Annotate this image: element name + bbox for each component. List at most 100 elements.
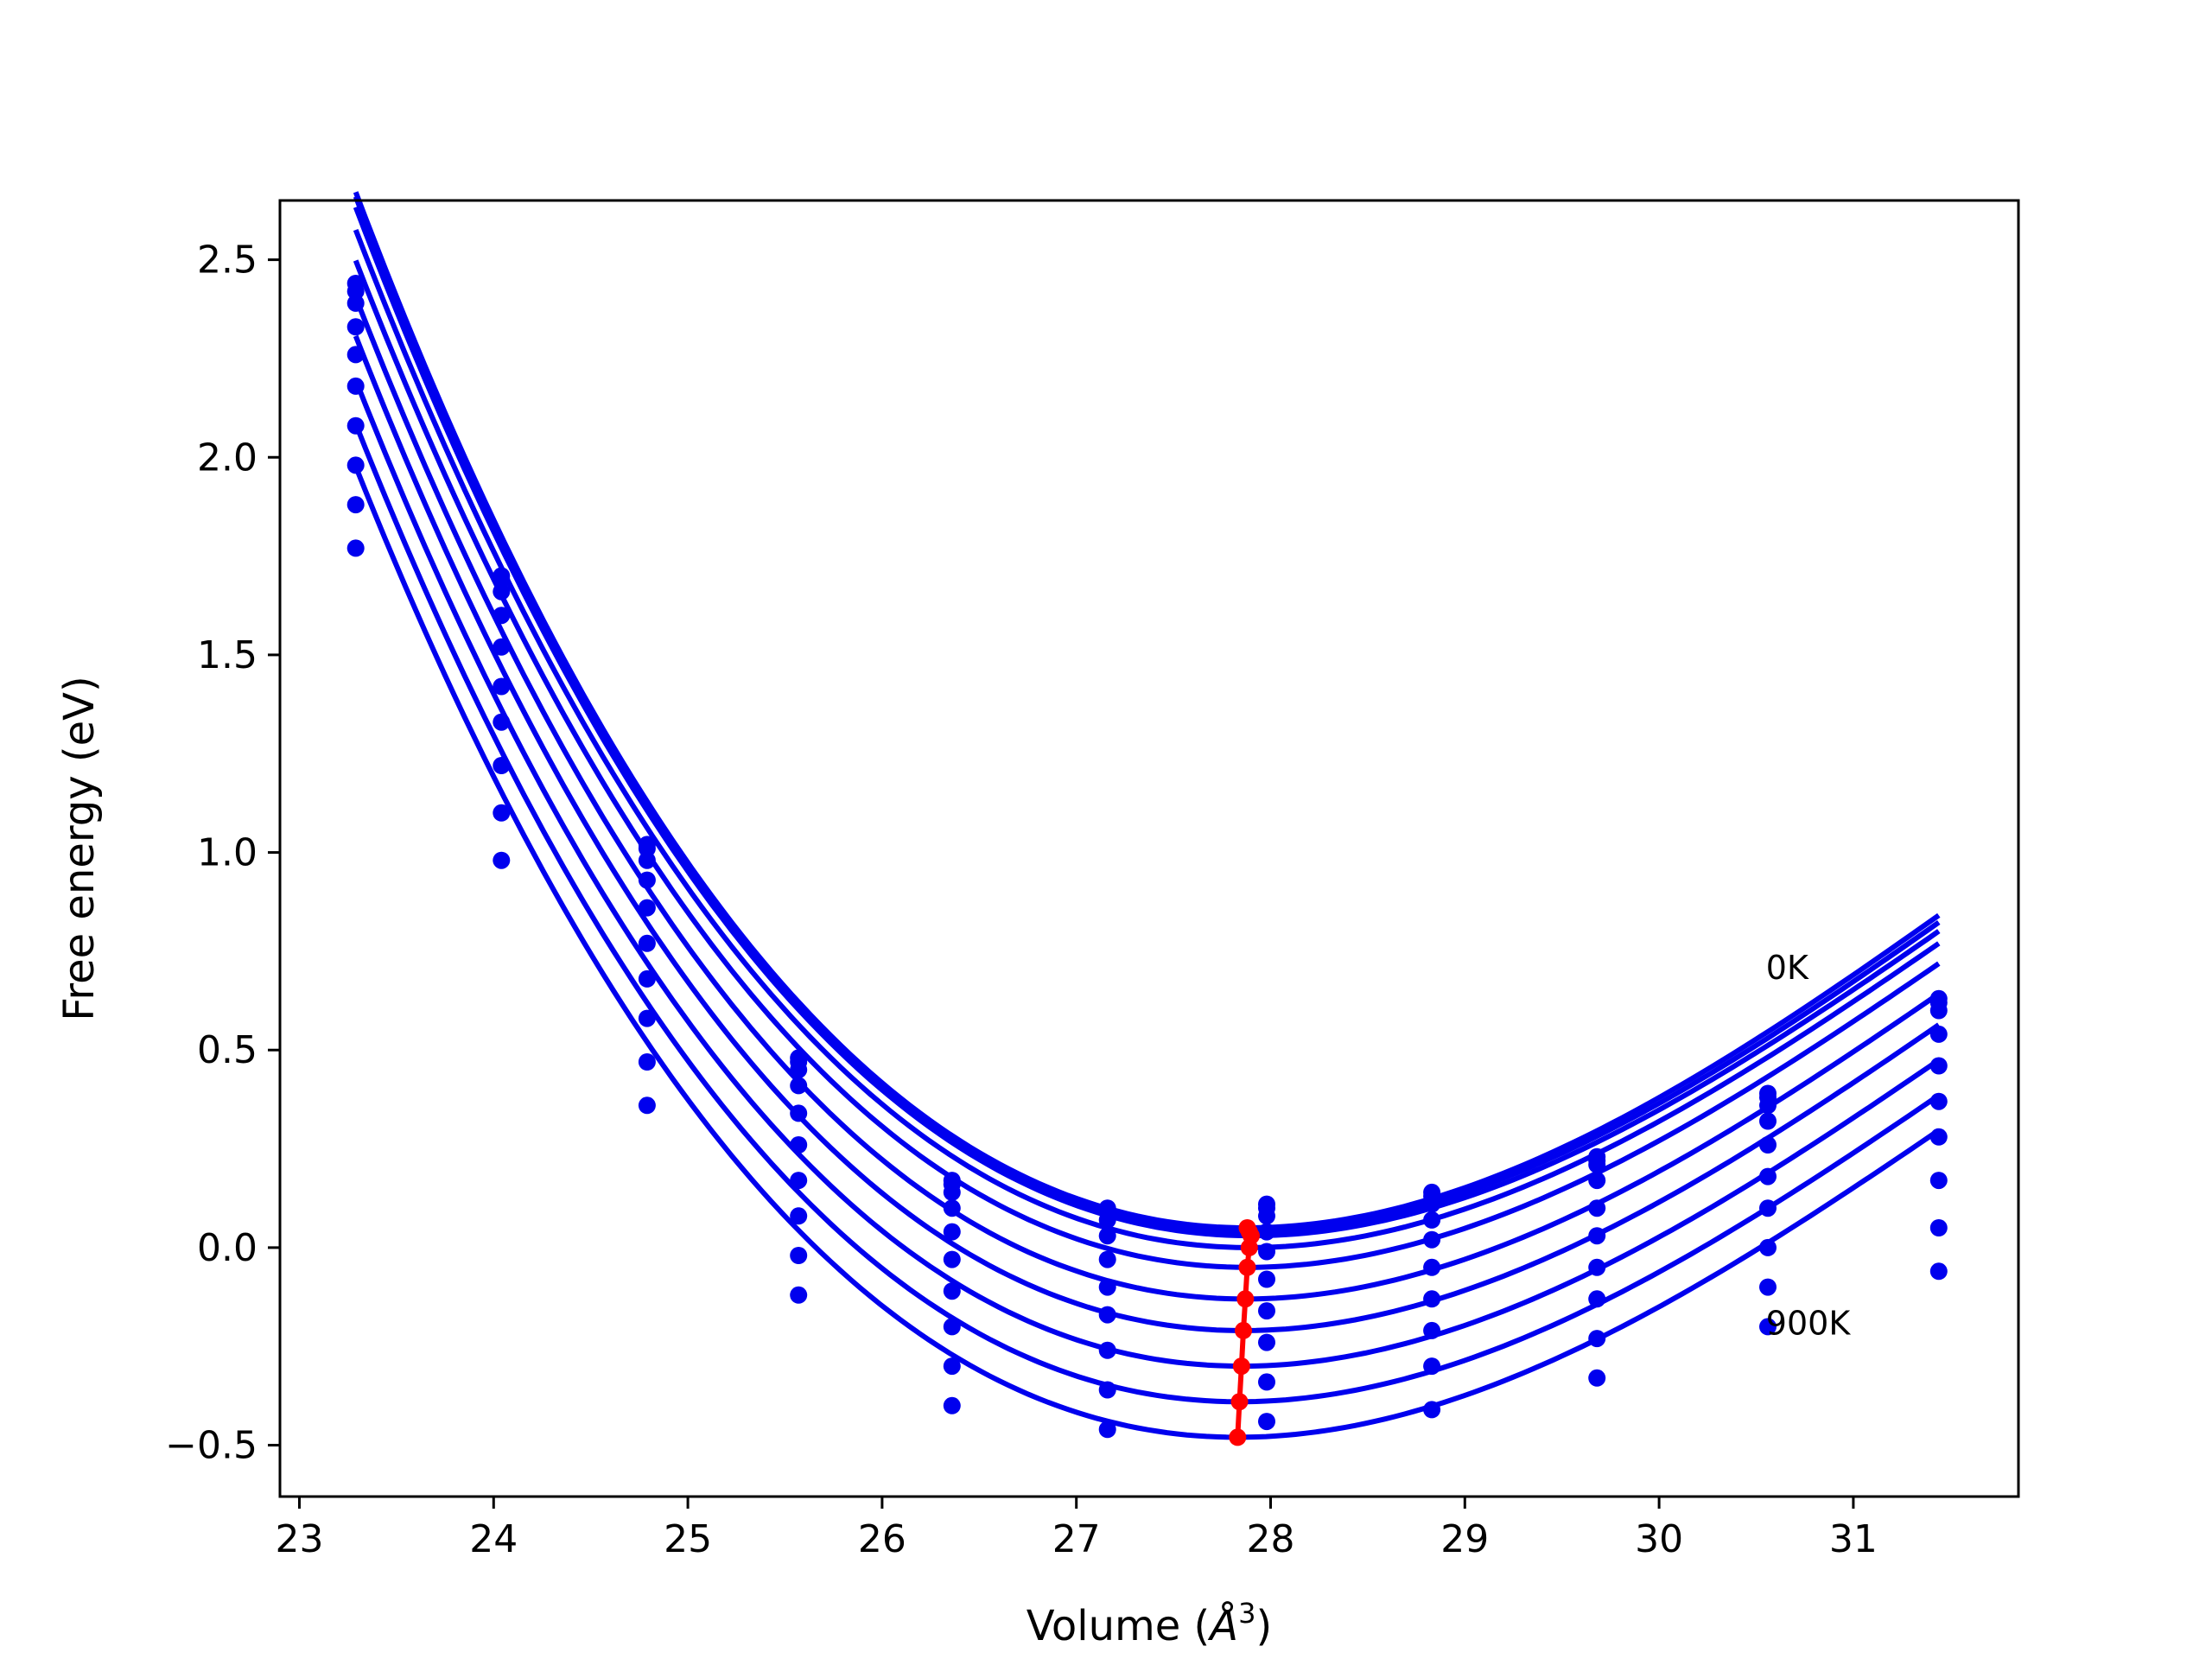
x-tick-label: 26 — [858, 1517, 906, 1561]
data-point-600K — [1759, 1199, 1777, 1217]
curves-layer — [353, 191, 1941, 1440]
data-point-700K — [638, 1009, 656, 1027]
data-point-600K — [1258, 1302, 1275, 1320]
data-point-300K — [1929, 1025, 1948, 1043]
data-point-800K — [943, 1357, 961, 1376]
data-point-300K — [638, 871, 656, 889]
annotations: 0K 900K — [1766, 949, 1852, 1343]
fit-curve-800K — [353, 423, 1941, 1405]
data-point-200K — [1258, 1207, 1275, 1225]
data-point-300K — [790, 1077, 808, 1095]
minima-layer — [1229, 1219, 1260, 1446]
minimum-point-500K — [1236, 1290, 1255, 1308]
data-point-200K — [1588, 1155, 1606, 1173]
data-point-900K — [1098, 1421, 1116, 1439]
data-point-600K — [346, 416, 365, 435]
fit-curve-700K — [353, 378, 1941, 1370]
data-point-600K — [1588, 1258, 1606, 1276]
data-point-400K — [1759, 1136, 1777, 1154]
fit-curve-500K — [353, 296, 1941, 1302]
fit-curve-100K — [353, 195, 1941, 1235]
y-tick-label: −0.5 — [165, 1424, 257, 1468]
data-point-600K — [790, 1172, 808, 1190]
data-point-400K — [943, 1223, 961, 1241]
data-point-700K — [1423, 1321, 1441, 1339]
plot-frame — [278, 199, 2020, 1498]
x-tick-label: 24 — [469, 1517, 518, 1561]
data-point-300K — [493, 607, 511, 625]
data-point-900K — [1423, 1401, 1441, 1419]
minimum-point-800K — [1230, 1393, 1249, 1411]
x-tick-label: 31 — [1829, 1517, 1878, 1561]
data-point-300K — [1588, 1172, 1606, 1190]
data-point-800K — [493, 804, 511, 822]
data-point-900K — [1929, 1262, 1948, 1281]
data-point-900K — [943, 1396, 961, 1414]
data-point-200K — [638, 851, 656, 869]
data-point-500K — [1759, 1167, 1777, 1185]
y-tick-label: 1.5 — [197, 633, 257, 677]
data-point-800K — [1588, 1330, 1606, 1348]
data-point-500K — [943, 1250, 961, 1268]
fit-curve-400K — [353, 259, 1941, 1270]
data-point-800K — [1258, 1373, 1275, 1391]
data-point-900K — [638, 1096, 656, 1115]
data-point-900K — [1759, 1318, 1777, 1336]
data-point-600K — [638, 969, 656, 988]
data-point-800K — [1929, 1219, 1948, 1236]
data-point-400K — [493, 638, 511, 656]
points-layer — [346, 275, 1948, 1439]
data-point-600K — [1929, 1128, 1948, 1146]
y-axis-title: Free energy (eV) — [55, 676, 104, 1020]
data-point-200K — [943, 1183, 961, 1201]
y-axis-ticks: −0.5 0.0 0.5 1.0 1.5 2.0 2.5 — [165, 238, 280, 1468]
data-point-500K — [493, 677, 511, 696]
data-point-300K — [1098, 1227, 1116, 1245]
fit-curve-900K — [353, 465, 1941, 1440]
data-point-500K — [1098, 1278, 1116, 1296]
data-point-700K — [1929, 1172, 1948, 1190]
x-tick-label: 27 — [1052, 1517, 1101, 1561]
data-point-900K — [790, 1286, 808, 1304]
data-point-200K — [790, 1061, 808, 1079]
data-point-400K — [790, 1104, 808, 1122]
data-point-200K — [1423, 1195, 1441, 1213]
data-point-500K — [638, 934, 656, 952]
data-point-800K — [1759, 1278, 1777, 1296]
data-point-500K — [346, 377, 365, 395]
fit-curve-300K — [353, 229, 1941, 1250]
data-point-500K — [1929, 1092, 1948, 1110]
data-point-800K — [346, 496, 365, 514]
x-axis-ticks: 23 24 25 26 27 28 29 30 31 — [275, 1497, 1878, 1561]
data-point-400K — [638, 899, 656, 917]
data-point-300K — [1258, 1223, 1275, 1241]
fit-curve-600K — [353, 334, 1941, 1333]
minimum-point-900K — [1229, 1428, 1247, 1446]
data-point-200K — [1098, 1211, 1116, 1229]
data-point-400K — [1588, 1199, 1606, 1217]
data-point-600K — [493, 713, 511, 731]
data-point-900K — [1588, 1369, 1606, 1387]
data-point-200K — [1759, 1096, 1777, 1115]
data-point-500K — [1588, 1227, 1606, 1245]
data-point-800K — [790, 1247, 808, 1264]
x-tick-label: 28 — [1247, 1517, 1295, 1561]
data-point-200K — [493, 582, 511, 601]
temperature-label: 0K — [1766, 949, 1809, 987]
data-point-700K — [1098, 1341, 1116, 1359]
data-point-300K — [1423, 1211, 1441, 1229]
data-point-700K — [493, 757, 511, 774]
data-point-500K — [1423, 1258, 1441, 1276]
data-point-200K — [346, 294, 365, 312]
x-tick-label: 23 — [275, 1517, 323, 1561]
data-point-900K — [493, 851, 511, 869]
x-axis-title: Volume (Å3) — [1027, 1597, 1272, 1650]
minimum-point-600K — [1235, 1321, 1252, 1339]
data-point-300K — [1759, 1112, 1777, 1130]
data-point-700K — [1258, 1333, 1275, 1351]
data-point-400K — [1423, 1230, 1441, 1249]
data-point-300K — [943, 1199, 961, 1217]
data-point-100K — [638, 840, 656, 857]
